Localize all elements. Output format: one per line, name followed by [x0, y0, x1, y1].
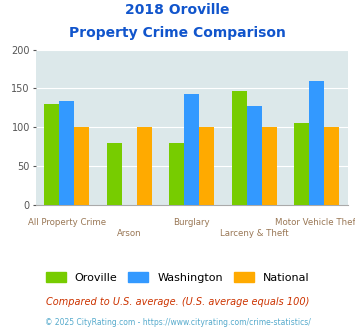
Bar	[169, 143, 184, 205]
Text: Motor Vehicle Theft: Motor Vehicle Theft	[275, 218, 355, 227]
Text: 2018 Oroville: 2018 Oroville	[125, 3, 230, 17]
Legend: Oroville, Washington, National: Oroville, Washington, National	[41, 268, 314, 287]
Bar	[184, 94, 199, 205]
Text: Burglary: Burglary	[173, 218, 210, 227]
Bar	[74, 127, 89, 205]
Text: Larceny & Theft: Larceny & Theft	[220, 229, 289, 238]
Bar	[309, 81, 324, 205]
Bar	[44, 104, 59, 205]
Bar	[232, 91, 247, 205]
Text: © 2025 CityRating.com - https://www.cityrating.com/crime-statistics/: © 2025 CityRating.com - https://www.city…	[45, 318, 310, 327]
Bar	[199, 127, 214, 205]
Bar	[59, 101, 74, 205]
Bar	[294, 123, 309, 205]
Bar	[324, 127, 339, 205]
Text: Property Crime Comparison: Property Crime Comparison	[69, 26, 286, 40]
Bar	[247, 106, 262, 205]
Bar	[262, 127, 277, 205]
Text: Arson: Arson	[117, 229, 142, 238]
Text: Compared to U.S. average. (U.S. average equals 100): Compared to U.S. average. (U.S. average …	[46, 297, 309, 307]
Bar	[137, 127, 152, 205]
Bar	[107, 143, 122, 205]
Text: All Property Crime: All Property Crime	[28, 218, 106, 227]
